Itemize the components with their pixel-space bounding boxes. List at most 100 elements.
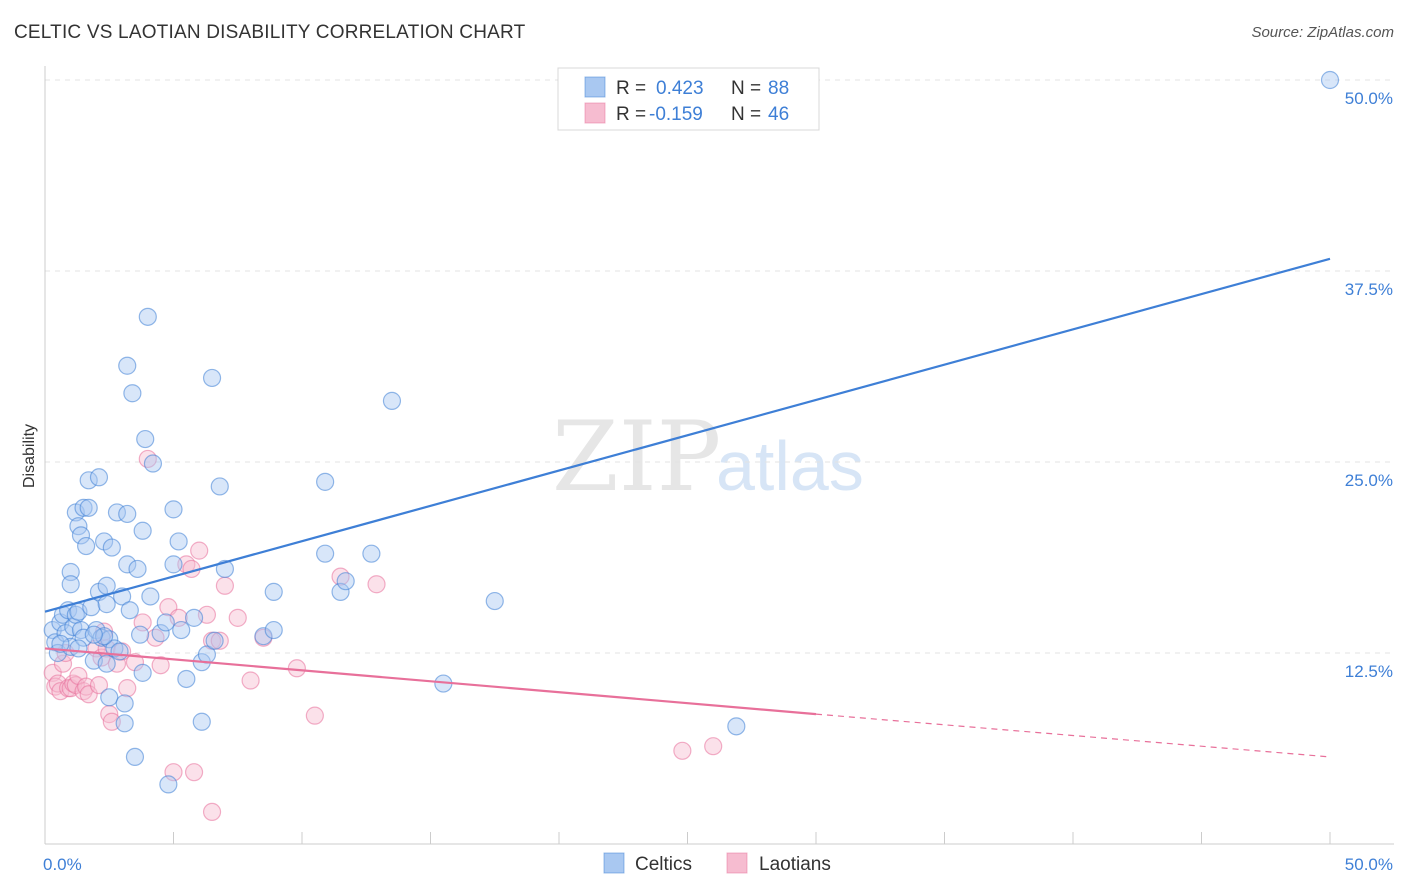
celtics-point	[133, 663, 152, 682]
laotians-point	[43, 663, 62, 682]
celtics-point	[128, 559, 147, 579]
laotians-point	[215, 576, 234, 595]
celtics-point	[382, 391, 402, 410]
laotians-r-label: R =	[616, 104, 646, 125]
trend-lines	[44, 257, 1331, 758]
watermark-zip: ZIP	[552, 401, 721, 513]
celtics-point	[97, 595, 116, 614]
celtics-point	[192, 712, 211, 731]
celtics-point	[100, 688, 119, 707]
laotians-n-value: 46	[768, 104, 789, 125]
celtics-point	[143, 454, 163, 473]
laotians-swatch	[584, 102, 606, 124]
laotians-point	[202, 802, 222, 822]
laotians-point	[79, 685, 98, 704]
celtics-r-label: R =	[616, 78, 646, 99]
laotians-trend-extension	[815, 713, 1331, 758]
laotians-point	[305, 706, 324, 725]
y-tick-label: 50.0%	[1345, 89, 1393, 108]
x-tick-label-min: 0.0%	[43, 855, 82, 874]
celtics-point	[77, 536, 96, 556]
laotians-point	[704, 737, 723, 756]
watermark-atlas: atlas	[716, 427, 864, 505]
bottom-legend-celtics: Celtics	[635, 854, 692, 875]
laotians-point	[53, 654, 73, 673]
celtics-point	[118, 555, 137, 574]
tick-labels: 12.5% 25.0% 37.5% 50.0% 0.0% 50.0%	[43, 89, 1393, 874]
celtics-trend-line	[44, 257, 1331, 613]
x-tick-label-max: 50.0%	[1345, 855, 1393, 874]
celtics-point	[125, 747, 145, 767]
bottom-legend-laotians-swatch	[726, 852, 748, 874]
celtics-point	[89, 468, 109, 487]
stats-legend: R = 0.423 N = 88 R = -0.159 N = 46	[557, 67, 820, 131]
celtics-point	[115, 694, 134, 713]
celtics-point	[159, 775, 178, 794]
celtics-point	[151, 624, 170, 643]
celtics-point	[141, 587, 160, 606]
celtics-point	[97, 654, 116, 673]
celtics-point	[331, 582, 350, 601]
celtics-n-label: N =	[731, 78, 761, 99]
celtics-point	[110, 642, 129, 661]
celtics-point	[84, 625, 103, 644]
celtics-point	[264, 620, 283, 640]
celtics-point	[133, 521, 152, 540]
laotians-point	[210, 631, 229, 650]
y-tick-label: 12.5%	[1345, 662, 1393, 681]
axes	[44, 66, 1394, 845]
celtics-point	[138, 307, 157, 326]
celtics-series	[43, 70, 1340, 794]
laotians-trend-line	[44, 647, 817, 716]
celtics-n-value: 88	[768, 78, 789, 99]
celtics-point	[69, 639, 88, 658]
celtics-point	[164, 500, 183, 519]
celtics-point	[51, 634, 70, 653]
celtics-point	[136, 429, 155, 449]
celtics-point	[215, 559, 234, 579]
celtics-point	[485, 591, 504, 611]
celtics-point	[172, 620, 191, 640]
y-tick-label: 25.0%	[1345, 471, 1393, 490]
bottom-legend-laotians: Laotians	[759, 854, 831, 875]
bottom-legend: Celtics Laotians	[603, 852, 831, 875]
celtics-point	[362, 544, 381, 563]
celtics-point	[316, 472, 335, 491]
grid-lines	[45, 79, 1394, 654]
laotians-point	[151, 656, 170, 675]
laotians-point	[89, 675, 109, 695]
celtics-point	[79, 498, 98, 517]
celtics-point	[156, 613, 175, 632]
celtics-point	[254, 627, 273, 646]
y-axis-label: Disability	[21, 424, 38, 488]
laotians-point	[367, 575, 386, 594]
celtics-point	[120, 601, 139, 620]
celtics-point	[74, 498, 93, 517]
celtics-point	[202, 368, 222, 388]
celtics-point	[102, 538, 121, 557]
celtics-point	[177, 669, 196, 689]
celtics-point	[97, 576, 116, 595]
celtics-point	[336, 572, 355, 591]
celtics-point	[184, 608, 204, 627]
celtics-point	[169, 532, 188, 551]
laotians-r-value: -0.159	[649, 104, 703, 125]
celtics-point	[61, 575, 80, 594]
celtics-point	[1320, 70, 1340, 90]
celtics-point	[164, 555, 183, 574]
celtics-point	[316, 544, 335, 563]
celtics-point	[79, 471, 98, 490]
laotians-point	[118, 679, 137, 698]
celtics-swatch	[584, 76, 606, 98]
laotians-point	[190, 541, 209, 560]
celtics-point	[205, 631, 224, 650]
celtics-point	[727, 717, 746, 736]
celtics-point	[115, 714, 134, 733]
celtics-point	[210, 477, 229, 496]
bottom-legend-celtics-swatch	[603, 852, 625, 874]
celtics-point	[71, 526, 91, 545]
source-label: Source: ZipAtlas.com	[1251, 24, 1394, 41]
celtics-point	[264, 582, 283, 601]
y-tick-label: 37.5%	[1345, 280, 1393, 299]
